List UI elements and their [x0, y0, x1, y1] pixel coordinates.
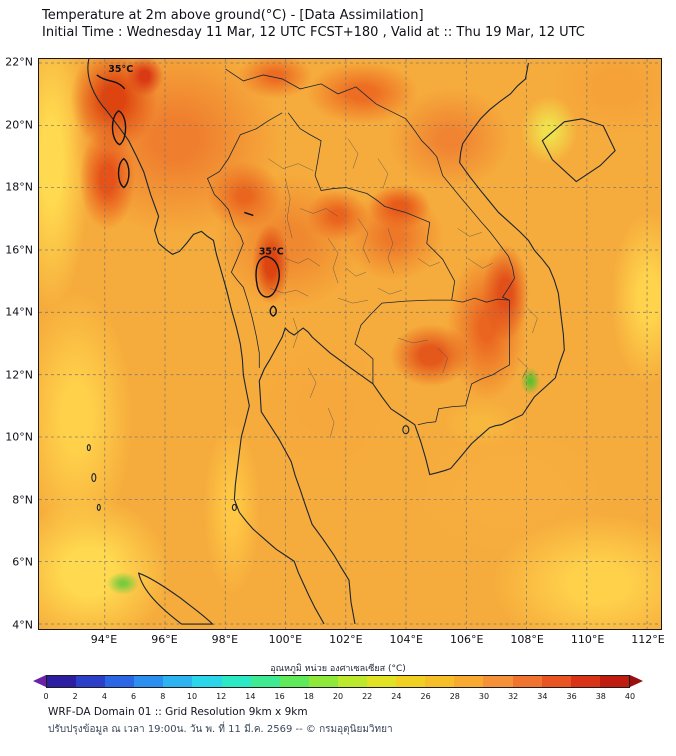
map-plot: 35°C 35°C: [38, 58, 662, 630]
contour-label: 35°C: [259, 246, 284, 257]
colorbar-segment: [367, 676, 397, 687]
lon-tick-label: 106°E: [449, 633, 484, 646]
colorbar-segment: [599, 676, 629, 687]
lat-tick-label: 16°N: [5, 243, 33, 257]
colorbar-tick-label: 12: [216, 692, 227, 701]
colorbar-tick-label: 8: [160, 692, 166, 701]
lon-tick-label: 100°E: [268, 633, 303, 646]
lat-tick-label: 14°N: [5, 305, 33, 319]
colorbar-arrow-right: [630, 675, 643, 687]
province-borders-layer: [268, 138, 538, 438]
colorbar-arrow-left: [33, 675, 46, 687]
footer-domain-info: WRF-DA Domain 01 :: Grid Resolution 9km …: [48, 706, 308, 718]
colorbar-tick-label: 10: [186, 692, 198, 701]
lat-tick-label: 6°N: [12, 555, 33, 569]
colorbar-segment: [425, 676, 455, 687]
colorbar: [33, 675, 643, 688]
lat-tick-label: 12°N: [5, 368, 33, 382]
colorbar-segment: [279, 676, 309, 687]
colorbar-segment: [483, 676, 513, 687]
lat-tick-label: 22°N: [5, 55, 33, 69]
colorbar-tick-label: 38: [595, 692, 606, 701]
colorbar-segment: [454, 676, 484, 687]
colorbar-tick-label: 40: [624, 692, 636, 701]
colorbar-segment: [163, 676, 193, 687]
lon-tick-label: 112°E: [631, 633, 665, 646]
colorbar-strip: [46, 675, 630, 688]
footer: WRF-DA Domain 01 :: Grid Resolution 9km …: [48, 706, 393, 737]
contour-label: 35°C: [108, 64, 133, 75]
colorbar-tick-label: 20: [332, 692, 344, 701]
colorbar-tick-label: 28: [449, 692, 460, 701]
lat-tick-label: 4°N: [12, 618, 33, 632]
country-borders-layer: [206, 68, 515, 426]
colorbar-segment: [192, 676, 222, 687]
colorbar-tick-label: 36: [566, 692, 577, 701]
lat-tick-label: 10°N: [5, 430, 33, 444]
header: Temperature at 2m above ground(°C) - [Da…: [42, 7, 585, 41]
colorbar-segment: [541, 676, 571, 687]
footer-update-info: ปรับปรุงข้อมูล ณ เวลา 19:00น. วัน พ. ที่…: [48, 724, 393, 735]
colorbar-segment: [250, 676, 280, 687]
lon-tick-label: 94°E: [90, 633, 118, 646]
colorbar-segment: [47, 676, 77, 687]
lon-tick-label: 108°E: [510, 633, 544, 646]
colorbar-segment: [512, 676, 542, 687]
colorbar-tick-label: 24: [391, 692, 402, 701]
colorbar-segment: [308, 676, 338, 687]
lat-tick-label: 8°N: [12, 493, 33, 507]
lon-tick-label: 110°E: [570, 633, 605, 646]
lon-tick-label: 104°E: [389, 633, 423, 646]
colorbar-segment: [570, 676, 600, 687]
colorbar-tick-label: 30: [478, 692, 490, 701]
lon-tick-label: 102°E: [329, 633, 363, 646]
colorbar-tick-label: 2: [72, 692, 78, 701]
heat-field: [39, 59, 661, 629]
longitude-axis: 94°E 96°E 98°E 100°E 102°E 104°E 106°E 108°E 110…: [38, 633, 665, 647]
colorbar-segment: [134, 676, 164, 687]
grid-layer: [39, 59, 661, 629]
lon-tick-label: 96°E: [151, 633, 178, 646]
map-overlay-svg: 35°C 35°C: [39, 59, 661, 629]
colorbar-segment: [396, 676, 426, 687]
colorbar-ticks: 0 2 4 6 8 10 12 14 16 18 20 22 24 26 28 30 32 34 36 38 40: [43, 692, 635, 702]
colorbar-tick-label: 16: [274, 692, 285, 701]
latitude-axis: 22°N 20°N 18°N 16°N 14°N 12°N 10°N 8°N 6°N 4°N: [0, 55, 36, 632]
colorbar-segment: [105, 676, 135, 687]
colorbar-tick-label: 4: [101, 692, 107, 701]
coastline-layer: [86, 59, 616, 625]
colorbar-tick-label: 0: [43, 692, 49, 701]
colorbar-title: อุณหภูมิ หน่วย องศาเซลเซียส (°C): [270, 664, 406, 674]
colorbar-tick-label: 6: [131, 692, 137, 701]
colorbar-tick-label: 34: [537, 692, 548, 701]
colorbar-tick-label: 32: [508, 692, 519, 701]
lat-tick-label: 18°N: [5, 180, 33, 194]
lat-tick-label: 20°N: [5, 118, 33, 132]
lon-tick-label: 98°E: [211, 633, 239, 646]
map-subtitle: Initial Time : Wednesday 11 Mar, 12 UTC …: [42, 25, 585, 40]
colorbar-tick-label: 18: [303, 692, 314, 701]
colorbar-segment: [76, 676, 106, 687]
colorbar-segment: [221, 676, 251, 687]
colorbar-tick-label: 22: [362, 692, 373, 701]
contour-layer: [96, 74, 280, 317]
colorbar-tick-label: 14: [245, 692, 256, 701]
colorbar-segment: [337, 676, 368, 687]
colorbar-tick-label: 26: [420, 692, 431, 701]
map-title: Temperature at 2m above ground(°C) - [Da…: [42, 8, 424, 23]
